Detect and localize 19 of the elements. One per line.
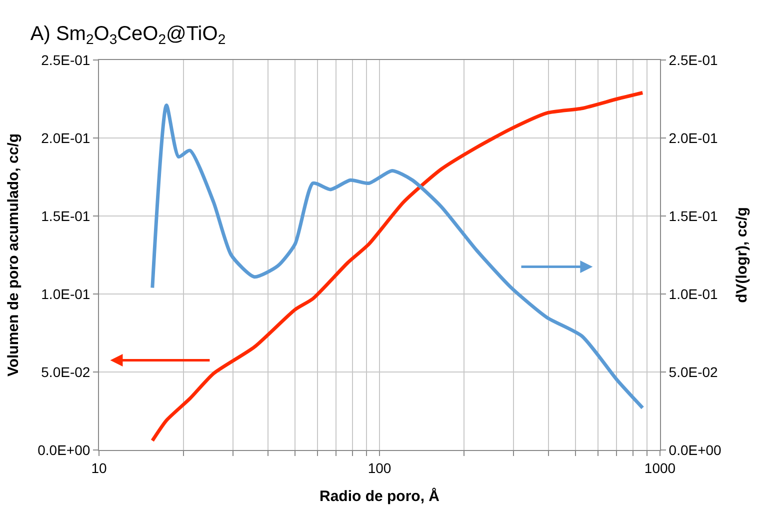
x-tick-label: 100 <box>368 460 392 476</box>
y-tick-label: 1.0E-01 <box>41 286 90 302</box>
y-tick-label: 2.0E-01 <box>41 130 90 146</box>
x-tick-label: 1000 <box>644 460 676 476</box>
y-tick-label: 1.5E-01 <box>41 208 90 224</box>
y-tick-label: 0.0E+00 <box>38 442 90 458</box>
y2-tick-label: 1.5E-01 <box>668 208 718 224</box>
y2-tick-label: 2.5E-01 <box>668 52 718 68</box>
chart-title: A) Sm$_{2}$O$_{3}$CeO$_{2}$@TiO$_{2}$ <box>30 23 226 48</box>
x-tick-label: 10 <box>91 460 107 476</box>
y2-tick-label: 0.0E+00 <box>668 442 722 458</box>
y-tick-label: 2.5E-01 <box>41 52 90 68</box>
y2-axis-title: dV(logr), cc/g <box>734 207 751 303</box>
y2-tick-label: 2.0E-01 <box>668 130 718 146</box>
y2-tick-label: 5.0E-02 <box>668 364 718 380</box>
y-axis-title: Volumen de poro acumulado, cc/g <box>4 133 22 377</box>
y2-tick-label: 1.0E-01 <box>668 286 718 302</box>
x-axis-title: Radio de poro, Å <box>320 486 440 505</box>
y-tick-label: 5.0E-02 <box>41 364 90 380</box>
